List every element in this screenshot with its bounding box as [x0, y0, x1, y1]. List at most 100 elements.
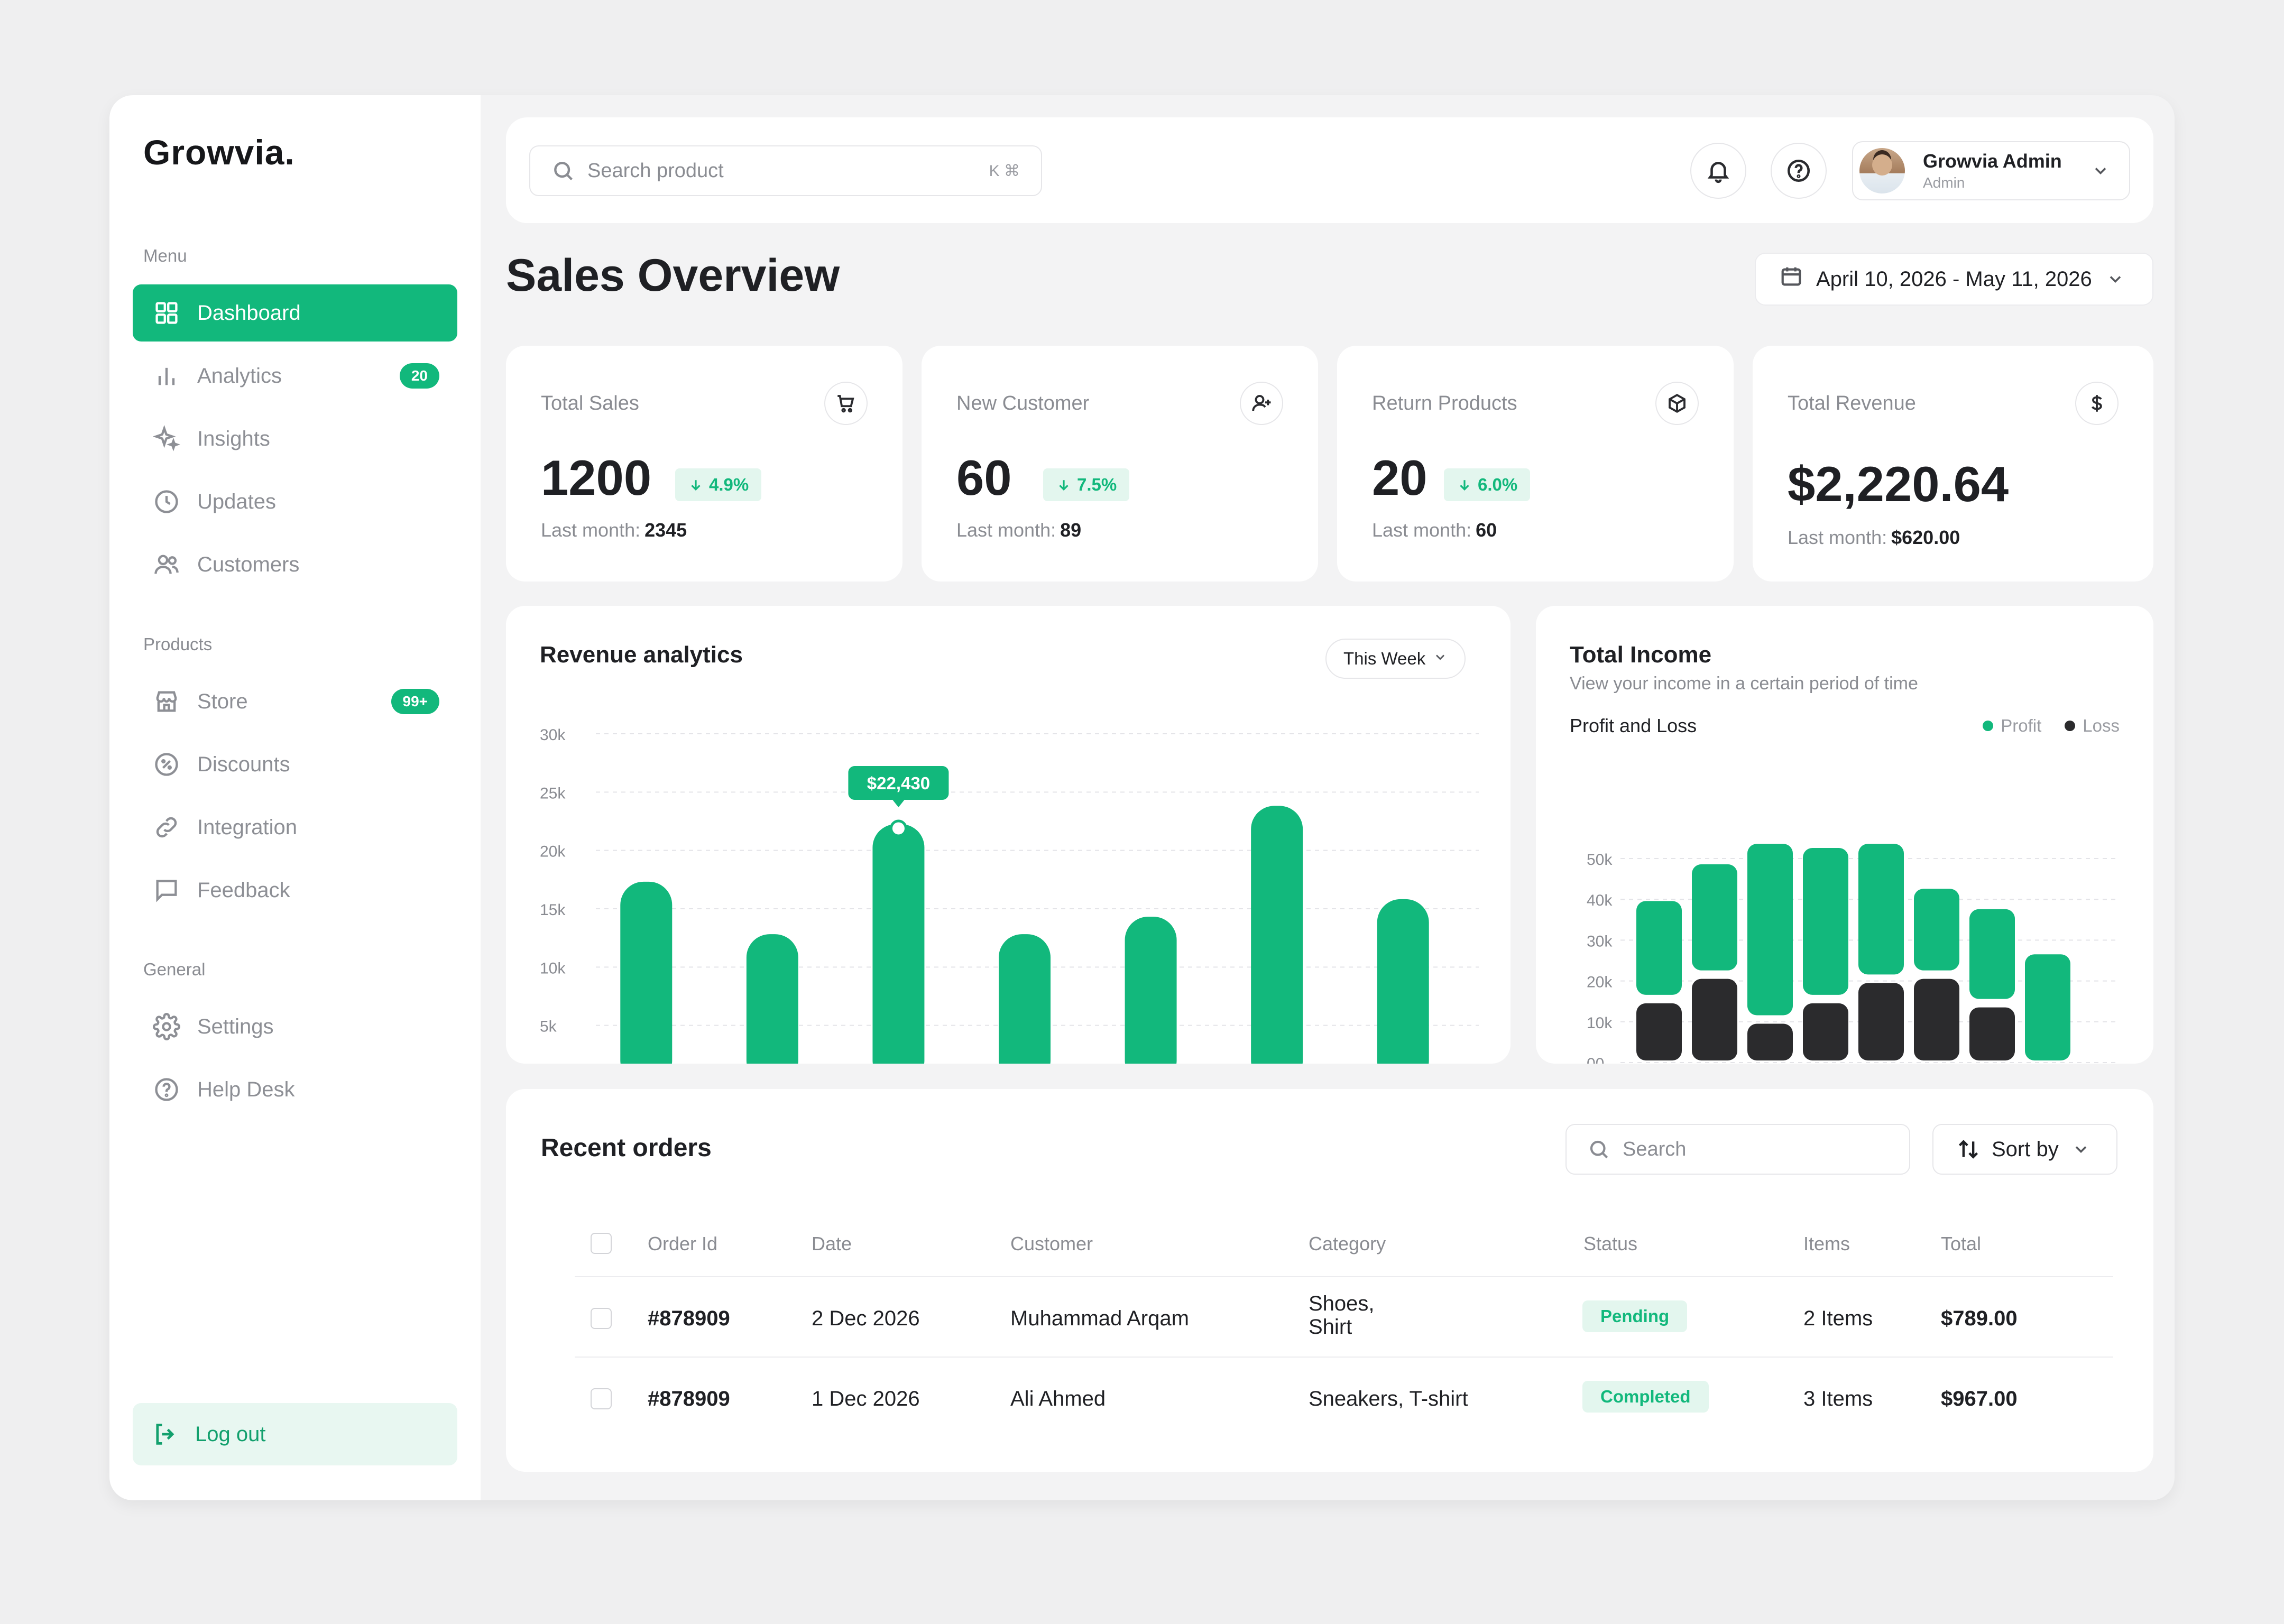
revenue-analytics-title: Revenue analytics	[540, 642, 743, 668]
revenue-bar-chart: 0k5k10k15k20k25k30kFriSatSun$22,430MonTh…	[540, 726, 1479, 1064]
kpi-last-month: Last month: 2345	[541, 519, 687, 541]
bar-chart-icon	[152, 361, 181, 391]
search-input[interactable]	[587, 159, 989, 182]
help-button[interactable]	[1771, 143, 1827, 199]
kpi-last-month: Last month: $620.00	[1788, 527, 1960, 549]
y-tick-label: 25k	[540, 785, 566, 802]
cart-icon	[824, 382, 868, 425]
y-tick-label: 10k	[1587, 1014, 1613, 1032]
legend-profit-swatch	[1983, 721, 1994, 731]
profit-bar	[1803, 848, 1848, 995]
column-header-customer[interactable]: Customer	[1010, 1233, 1093, 1254]
kpi-last-month: Last month: 89	[956, 519, 1081, 541]
clock-icon	[152, 487, 181, 516]
date-range-label: April 10, 2026 - May 11, 2026	[1816, 267, 2092, 291]
profit-bar	[1636, 901, 1682, 995]
column-header-items[interactable]: Items	[1803, 1233, 1850, 1254]
orders-search[interactable]	[1565, 1124, 1910, 1175]
profit-bar	[1969, 909, 2015, 999]
order-date: 2 Dec 2026	[812, 1307, 920, 1330]
sidebar-item-store[interactable]: Store 99+	[133, 673, 457, 730]
period-select[interactable]: This Week	[1325, 639, 1466, 679]
order-category-line1: Shoes,	[1309, 1292, 1375, 1315]
loss-bar	[1636, 1003, 1682, 1060]
kpi-last-label: Last month:	[541, 519, 641, 541]
sidebar-item-discounts[interactable]: Discounts	[133, 736, 457, 793]
kpi-last-label: Last month:	[1788, 527, 1887, 548]
y-tick-label: 15k	[540, 901, 566, 919]
kpi-change-badge: 4.9%	[675, 468, 762, 501]
recent-orders-title: Recent orders	[541, 1134, 712, 1162]
chevron-down-icon	[2106, 270, 2125, 289]
orders-search-input[interactable]	[1623, 1138, 1888, 1161]
sort-by-button[interactable]: Sort by	[1932, 1124, 2117, 1175]
kpi-value: $2,220.64	[1788, 456, 2009, 512]
help-icon	[152, 1075, 181, 1104]
sidebar-item-settings[interactable]: Settings	[133, 998, 457, 1055]
logout-button[interactable]: Log out	[133, 1403, 457, 1465]
column-header-category[interactable]: Category	[1309, 1233, 1386, 1254]
sidebar-item-label: Analytics	[197, 364, 282, 387]
legend-loss-swatch	[2065, 721, 2076, 731]
kpi-card-return-products: Return Products 20 6.0% Last month: 60	[1337, 346, 1734, 582]
revenue-bar	[620, 881, 673, 1064]
arrow-down-icon	[1460, 480, 1469, 491]
sidebar-item-analytics[interactable]: Analytics 20	[133, 347, 457, 404]
order-customer: Ali Ahmed	[1010, 1387, 1106, 1410]
select-all-checkbox[interactable]	[591, 1233, 612, 1254]
date-range-picker[interactable]: April 10, 2026 - May 11, 2026	[1755, 253, 2153, 306]
sidebar-item-dashboard[interactable]: Dashboard	[133, 284, 457, 342]
column-header-order-id[interactable]: Order Id	[648, 1233, 718, 1254]
y-tick-label: 40k	[1587, 892, 1613, 909]
sidebar-item-label: Settings	[197, 1014, 274, 1038]
loss-bar	[1914, 979, 1959, 1060]
sidebar-item-integration[interactable]: Integration	[133, 799, 457, 856]
sidebar-item-insights[interactable]: Insights	[133, 410, 457, 467]
product-search[interactable]: K ⌘	[529, 145, 1042, 196]
sidebar-item-customers[interactable]: Customers	[133, 536, 457, 593]
column-header-total[interactable]: Total	[1941, 1233, 1982, 1254]
grid-icon	[152, 298, 181, 328]
order-category-line1: Sneakers, T-shirt	[1309, 1387, 1468, 1410]
order-items: 2 Items	[1803, 1307, 1873, 1330]
store-icon	[152, 687, 181, 716]
sidebar: Growvia. Menu Dashboard Analytics 20 Ins…	[109, 95, 481, 1500]
bell-icon	[1707, 162, 1729, 183]
row-checkbox[interactable]	[591, 1388, 612, 1409]
kpi-last-value: 60	[1476, 519, 1497, 541]
loss-bar	[1747, 1023, 1793, 1060]
sidebar-item-feedback[interactable]: Feedback	[133, 862, 457, 919]
total-income-title: Total Income	[1570, 642, 1712, 668]
order-id: #878909	[648, 1307, 730, 1330]
kpi-last-label: Last month:	[1372, 519, 1472, 541]
user-menu[interactable]: Growvia Admin Admin	[1852, 141, 2130, 200]
sidebar-item-updates[interactable]: Updates	[133, 473, 457, 530]
order-items: 3 Items	[1803, 1387, 1873, 1410]
order-category-line2: Shirt	[1309, 1315, 1352, 1339]
notifications-button[interactable]	[1690, 143, 1746, 199]
box-icon	[1655, 382, 1699, 425]
revenue-bar	[1125, 917, 1177, 1064]
sort-by-label: Sort by	[1992, 1137, 2059, 1161]
sort-icon	[1958, 1140, 1978, 1159]
arrow-down-icon	[1059, 480, 1069, 491]
sidebar-item-help-desk[interactable]: Help Desk	[133, 1061, 457, 1118]
sidebar-item-label: Customers	[197, 552, 300, 576]
arrow-down-icon	[691, 480, 701, 491]
income-legend: Profit Loss	[1983, 716, 2120, 736]
tooltip-pointer	[892, 799, 905, 808]
row-checkbox[interactable]	[591, 1308, 612, 1329]
kpi-card-total-revenue: Total Revenue $2,220.64 Last month: $620.…	[1753, 346, 2153, 582]
column-header-date[interactable]: Date	[812, 1233, 852, 1254]
revenue-analytics-panel: Revenue analytics This Week 0k5k10k15k20…	[506, 606, 1511, 1064]
user-name: Growvia Admin	[1923, 150, 2062, 172]
loss-bar	[1803, 1003, 1848, 1060]
order-date: 1 Dec 2026	[812, 1387, 920, 1410]
order-customer: Muhammad Arqam	[1010, 1307, 1189, 1330]
avatar	[1859, 148, 1905, 193]
order-total: $967.00	[1941, 1387, 2018, 1410]
column-header-status[interactable]: Status	[1583, 1233, 1638, 1254]
brand-logo: Growvia.	[143, 133, 295, 172]
sidebar-item-label: Help Desk	[197, 1077, 295, 1101]
sidebar-item-label: Feedback	[197, 878, 290, 902]
